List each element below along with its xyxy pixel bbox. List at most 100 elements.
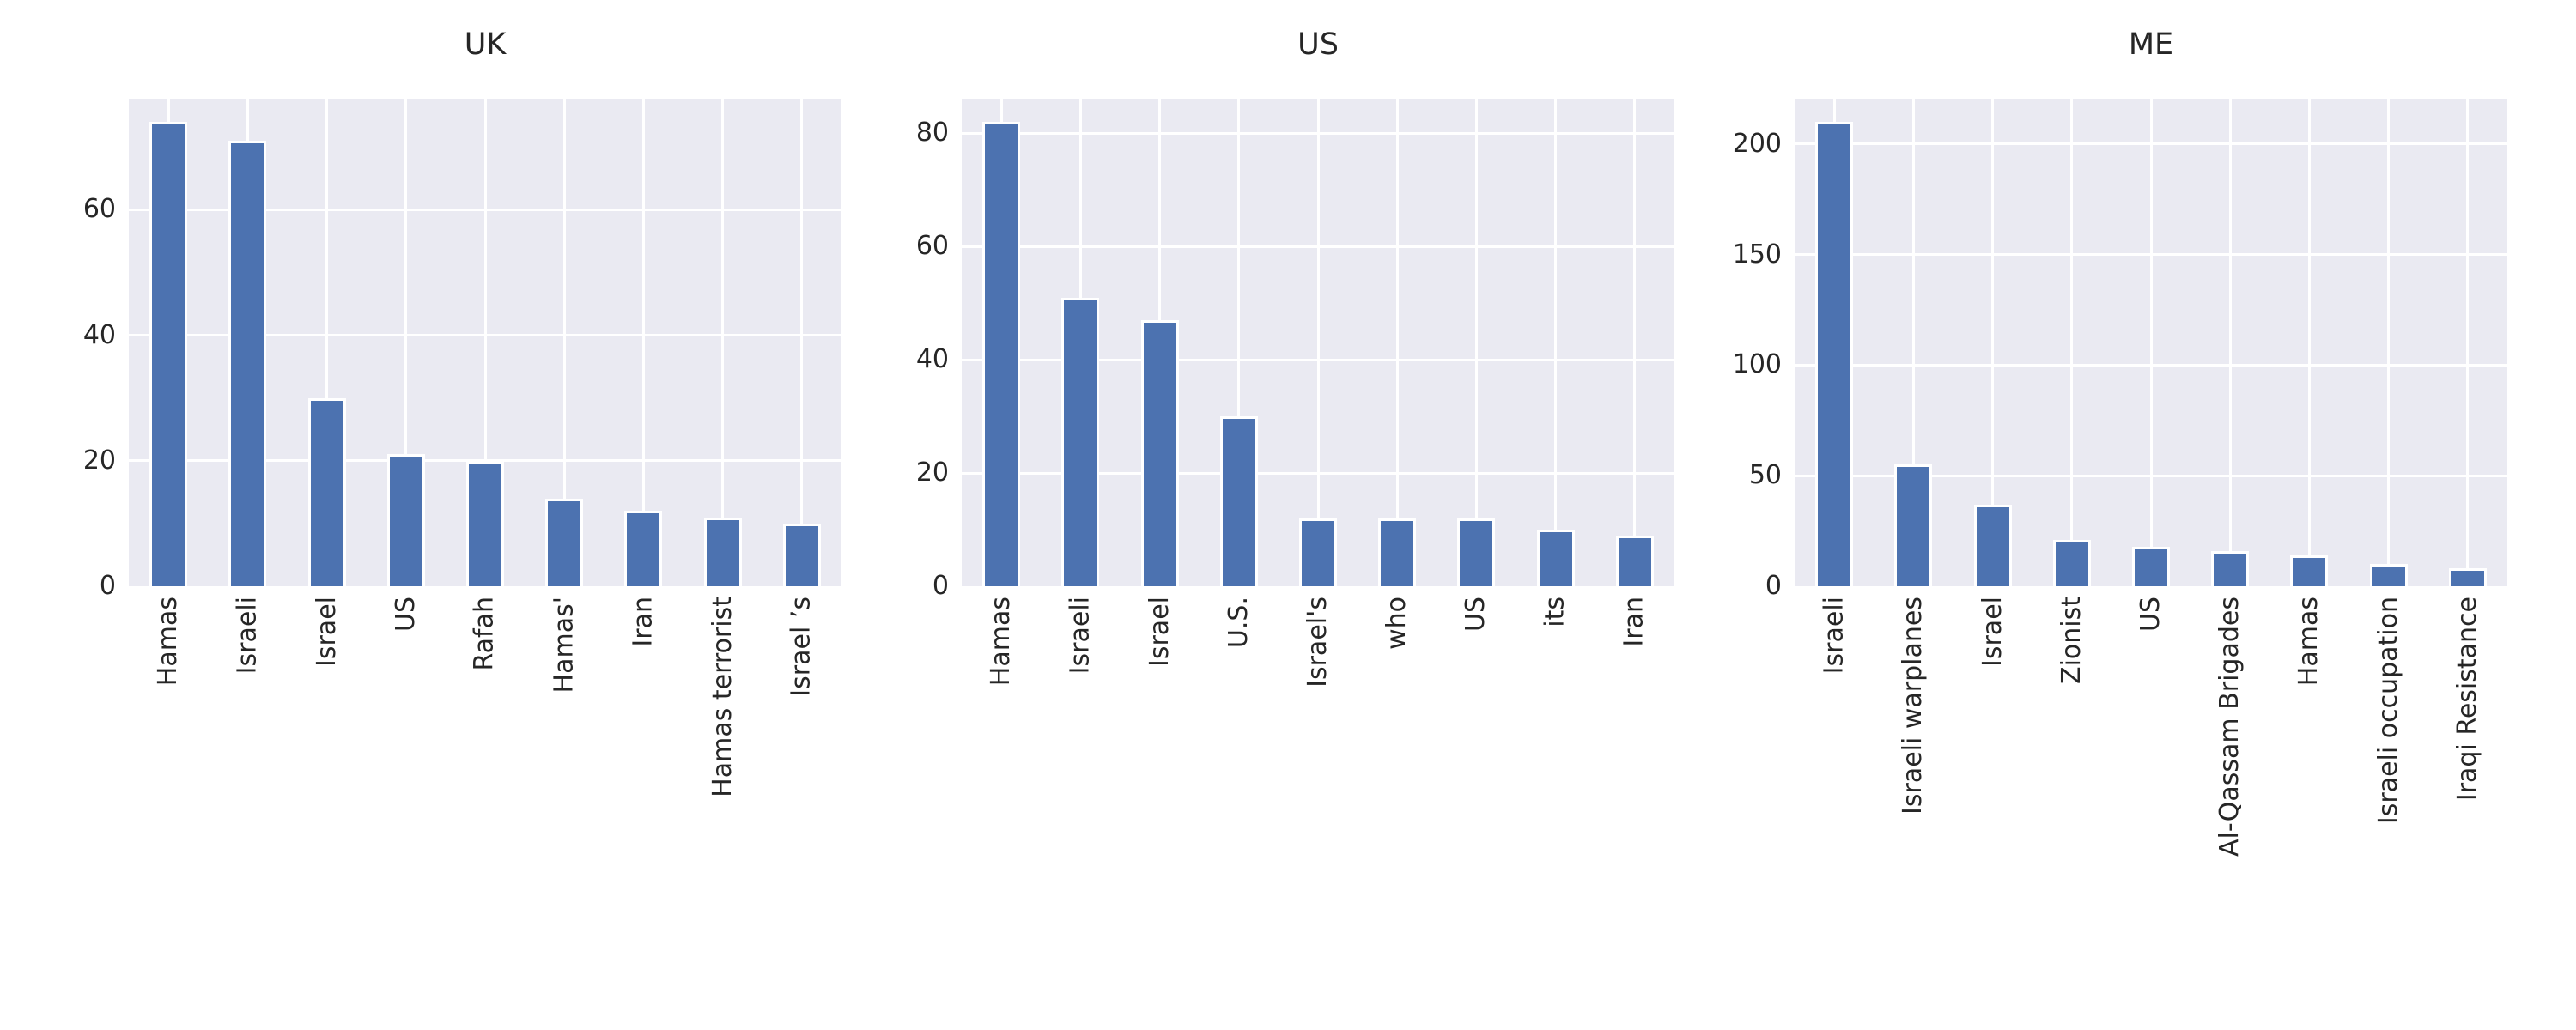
- x-tick-label: Israel ’s: [786, 597, 817, 697]
- bar: [1536, 530, 1575, 586]
- x-tick-label: Zionist: [2056, 597, 2087, 684]
- y-gridline: [962, 131, 1674, 135]
- bar: [2369, 564, 2408, 586]
- bar: [1457, 518, 1496, 586]
- bar: [545, 499, 584, 586]
- bar: [1061, 298, 1100, 586]
- y-gridline: [962, 245, 1674, 248]
- x-tick-label: Israeli: [232, 597, 263, 675]
- x-gridline: [2070, 99, 2074, 586]
- y-tick-label: 60: [82, 194, 116, 225]
- bar: [1299, 518, 1337, 586]
- x-gridline: [2466, 99, 2470, 586]
- x-gridline: [483, 99, 487, 586]
- y-tick-label: 40: [915, 344, 949, 375]
- x-gridline: [1237, 99, 1241, 586]
- bar: [703, 518, 742, 586]
- y-tick-label: 0: [99, 571, 116, 601]
- bar: [307, 398, 346, 586]
- x-gridline: [800, 99, 804, 586]
- y-tick-label: 150: [1732, 239, 1782, 270]
- subplot-us-title: US: [1297, 27, 1339, 62]
- x-tick-label: who: [1382, 597, 1413, 650]
- bar: [982, 122, 1021, 586]
- bar: [2211, 551, 2250, 586]
- y-tick-label: 200: [1732, 128, 1782, 159]
- y-tick-label: 100: [1732, 349, 1782, 380]
- y-gridline: [1795, 363, 2507, 367]
- y-tick-label: 20: [915, 457, 949, 488]
- bar: [782, 524, 821, 586]
- x-tick-label: Iraqi Resistance: [2451, 597, 2482, 802]
- y-tick-label: 80: [915, 118, 949, 148]
- bar: [1378, 518, 1417, 586]
- x-tick-label: Hamas': [549, 597, 580, 694]
- bar: [2052, 540, 2091, 586]
- y-gridline: [1795, 142, 2507, 146]
- x-tick-label: Iran: [628, 597, 659, 647]
- x-tick-label: Al-Qassam Brigades: [2215, 597, 2245, 857]
- x-gridline: [641, 99, 645, 586]
- x-gridline: [404, 99, 408, 586]
- y-tick-label: 0: [932, 571, 949, 601]
- x-gridline: [1316, 99, 1320, 586]
- y-gridline: [129, 334, 841, 337]
- y-gridline: [1795, 253, 2507, 257]
- x-tick-label: Israeli: [1065, 597, 1096, 675]
- y-gridline: [962, 471, 1674, 475]
- x-tick-label: Hamas terrorist: [707, 597, 738, 797]
- bar: [2448, 568, 2487, 586]
- x-gridline: [562, 99, 566, 586]
- bar: [1615, 536, 1654, 586]
- y-tick-label: 50: [1748, 460, 1782, 491]
- bar: [1219, 416, 1258, 586]
- y-gridline: [129, 208, 841, 211]
- bar: [386, 454, 425, 586]
- x-tick-label: Hamas: [2293, 597, 2324, 687]
- x-tick-label: Israel's: [1303, 597, 1333, 688]
- bar: [1815, 122, 1854, 586]
- x-gridline: [1633, 99, 1637, 586]
- subplot-me-title: ME: [2128, 27, 2174, 62]
- x-tick-label: U.S.: [1223, 597, 1254, 649]
- x-gridline: [2149, 99, 2153, 586]
- x-tick-label: US: [2136, 597, 2166, 633]
- bar: [2290, 555, 2329, 586]
- x-gridline: [1395, 99, 1399, 586]
- x-gridline: [1474, 99, 1478, 586]
- x-gridline: [721, 99, 725, 586]
- x-tick-label: Israel: [1977, 597, 2008, 667]
- x-tick-label: US: [390, 597, 421, 633]
- y-tick-label: 40: [82, 319, 116, 350]
- y-tick-label: 0: [1765, 571, 1782, 601]
- bar: [2132, 547, 2170, 586]
- subplot-uk-title: UK: [464, 27, 507, 62]
- x-gridline: [325, 99, 329, 586]
- x-gridline: [1911, 99, 1915, 586]
- y-gridline: [962, 358, 1674, 361]
- x-tick-label: Israeli occupation: [2372, 597, 2403, 825]
- x-tick-label: its: [1540, 597, 1571, 627]
- x-tick-label: US: [1461, 597, 1492, 633]
- y-gridline: [1795, 474, 2507, 477]
- x-tick-label: Iran: [1619, 597, 1649, 647]
- x-tick-label: Israeli warplanes: [1898, 597, 1929, 815]
- x-tick-label: Rafah: [470, 597, 500, 671]
- x-tick-label: Hamas: [153, 597, 184, 687]
- x-tick-label: Israeli: [1819, 597, 1850, 675]
- x-gridline: [2307, 99, 2311, 586]
- x-tick-label: Hamas: [986, 597, 1017, 687]
- bar: [466, 461, 504, 586]
- bar: [1894, 464, 1933, 586]
- bar: [1973, 505, 2012, 586]
- y-gridline: [129, 459, 841, 463]
- x-gridline: [2387, 99, 2391, 586]
- x-gridline: [2228, 99, 2232, 586]
- bar: [149, 122, 188, 586]
- bar: [624, 511, 663, 586]
- x-tick-label: Israel: [311, 597, 342, 667]
- x-gridline: [1554, 99, 1558, 586]
- x-gridline: [1991, 99, 1995, 586]
- bar: [228, 141, 267, 586]
